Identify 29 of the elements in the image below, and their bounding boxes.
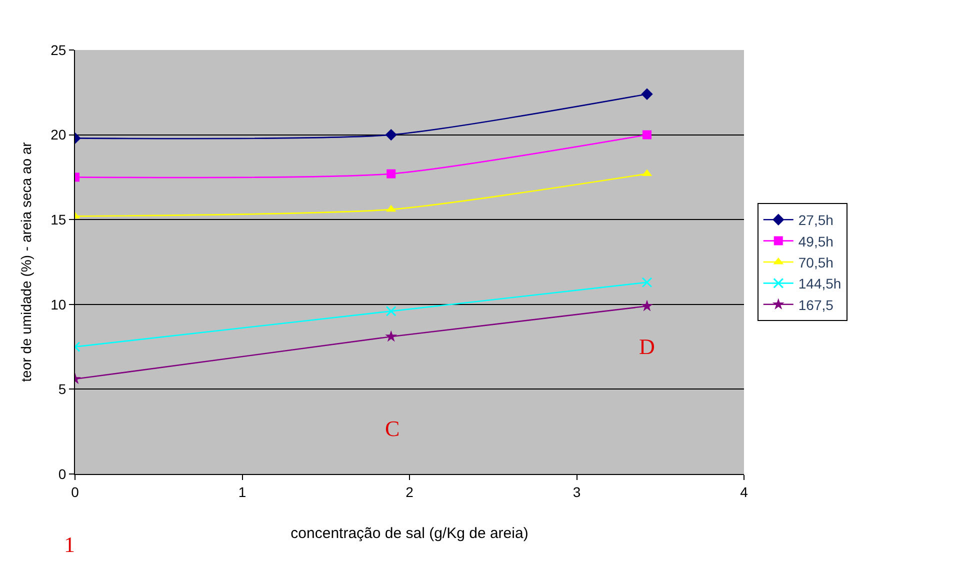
point bbox=[386, 306, 396, 316]
y-tick-label: 0 bbox=[58, 466, 66, 482]
text: 1 bbox=[64, 532, 75, 557]
x-tick-label: 3 bbox=[572, 484, 581, 500]
x-axis-title: concentração de sal (g/Kg de areia) bbox=[290, 524, 528, 542]
point bbox=[642, 130, 652, 140]
legend-label: 167,5 bbox=[798, 296, 834, 313]
y-tick-label: 20 bbox=[50, 126, 66, 143]
point bbox=[641, 88, 653, 100]
y-tick-label: 10 bbox=[50, 296, 66, 312]
legend-label: 70,5h bbox=[798, 254, 834, 270]
y-tick-label: 25 bbox=[50, 42, 66, 58]
x-tick-label: 4 bbox=[740, 484, 748, 500]
point bbox=[642, 277, 652, 288]
legend-label: 144,5h bbox=[798, 276, 842, 292]
x-tick-label: 1 bbox=[238, 484, 246, 500]
annotation: C bbox=[385, 416, 400, 441]
point bbox=[385, 330, 398, 342]
y-axis-title: teor de umidade (%) - areia seca ao ar bbox=[18, 142, 34, 382]
x-tick-label: 0 bbox=[71, 484, 80, 500]
y-tick-label: 5 bbox=[58, 381, 66, 398]
point bbox=[385, 128, 397, 141]
x-tick-label: 2 bbox=[406, 484, 414, 500]
legend-label: 27,5h bbox=[798, 212, 834, 228]
y-tick-label: 15 bbox=[50, 212, 66, 228]
point bbox=[386, 169, 396, 178]
annotation: D bbox=[639, 334, 655, 359]
point bbox=[641, 300, 653, 312]
legend-label: 49,5h bbox=[798, 233, 834, 250]
